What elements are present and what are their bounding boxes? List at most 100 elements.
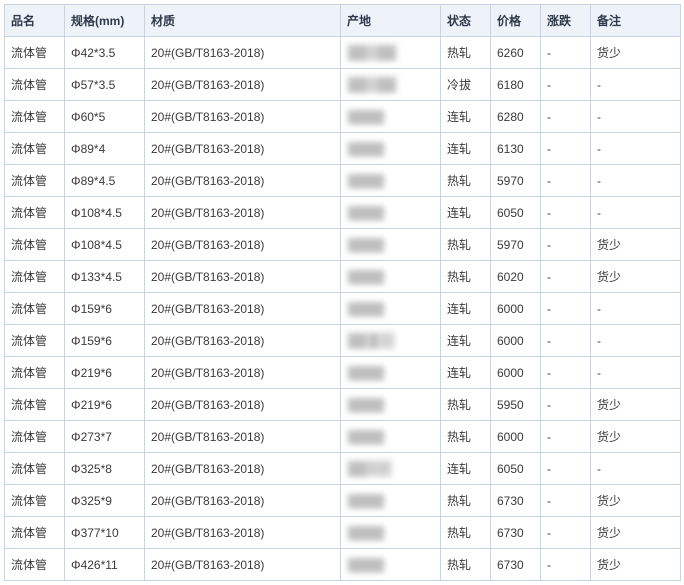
table-row: 流体管Φ219*620#(GB/T8163-2018)████连轧6000-- <box>5 357 681 389</box>
cell-name: 流体管 <box>5 549 65 581</box>
cell-price: 6050 <box>491 197 541 229</box>
cell-mat: 20#(GB/T8163-2018) <box>145 197 341 229</box>
table-row: 流体管Φ325*920#(GB/T8163-2018)████热轧6730-货少 <box>5 485 681 517</box>
cell-mat: 20#(GB/T8163-2018) <box>145 453 341 485</box>
cell-trend: - <box>541 357 591 389</box>
cell-origin: ██ █ 日 <box>341 325 441 357</box>
cell-state: 连轧 <box>441 197 491 229</box>
cell-origin: ████ <box>341 549 441 581</box>
cell-state: 连轧 <box>441 101 491 133</box>
cell-origin: ██金██ <box>341 37 441 69</box>
cell-price: 6280 <box>491 101 541 133</box>
cell-name: 流体管 <box>5 453 65 485</box>
cell-mat: 20#(GB/T8163-2018) <box>145 229 341 261</box>
cell-spec: Φ57*3.5 <box>65 69 145 101</box>
table-row: 流体管Φ219*620#(GB/T8163-2018)████热轧5950-货少 <box>5 389 681 421</box>
cell-trend: - <box>541 165 591 197</box>
cell-trend: - <box>541 549 591 581</box>
cell-price: 6000 <box>491 357 541 389</box>
cell-trend: - <box>541 229 591 261</box>
cell-trend: - <box>541 101 591 133</box>
table-row: 流体管Φ89*420#(GB/T8163-2018)████连轧6130-- <box>5 133 681 165</box>
cell-price: 6260 <box>491 37 541 69</box>
cell-note: 货少 <box>591 261 681 293</box>
cell-origin: ████ <box>341 293 441 325</box>
cell-spec: Φ325*8 <box>65 453 145 485</box>
cell-note: - <box>591 69 681 101</box>
cell-origin: ████ <box>341 101 441 133</box>
cell-spec: Φ273*7 <box>65 421 145 453</box>
table-row: 流体管Φ60*520#(GB/T8163-2018)████连轧6280-- <box>5 101 681 133</box>
cell-note: - <box>591 453 681 485</box>
cell-note: 货少 <box>591 517 681 549</box>
cell-price: 6000 <box>491 325 541 357</box>
table-row: 流体管Φ133*4.520#(GB/T8163-2018)████热轧6020-… <box>5 261 681 293</box>
cell-note: - <box>591 133 681 165</box>
cell-spec: Φ325*9 <box>65 485 145 517</box>
cell-note: 货少 <box>591 37 681 69</box>
table-row: 流体管Φ426*1120#(GB/T8163-2018)████热轧6730-货… <box>5 549 681 581</box>
cell-price: 6180 <box>491 69 541 101</box>
price-table: 品名 规格(mm) 材质 产地 状态 价格 涨跌 备注 流体管Φ42*3.520… <box>4 4 681 581</box>
cell-state: 热轧 <box>441 389 491 421</box>
cell-price: 6050 <box>491 453 541 485</box>
cell-name: 流体管 <box>5 485 65 517</box>
cell-trend: - <box>541 485 591 517</box>
cell-price: 5970 <box>491 229 541 261</box>
cell-price: 5950 <box>491 389 541 421</box>
cell-price: 5970 <box>491 165 541 197</box>
cell-state: 热轧 <box>441 517 491 549</box>
cell-state: 连轧 <box>441 453 491 485</box>
cell-spec: Φ426*11 <box>65 549 145 581</box>
cell-trend: - <box>541 293 591 325</box>
cell-note: - <box>591 165 681 197</box>
cell-state: 热轧 <box>441 37 491 69</box>
cell-mat: 20#(GB/T8163-2018) <box>145 165 341 197</box>
table-row: 流体管Φ89*4.520#(GB/T8163-2018)████热轧5970-- <box>5 165 681 197</box>
cell-trend: - <box>541 133 591 165</box>
table-row: 流体管Φ108*4.520#(GB/T8163-2018)████连轧6050-… <box>5 197 681 229</box>
cell-origin: ████ <box>341 133 441 165</box>
cell-origin: ████ <box>341 485 441 517</box>
cell-trend: - <box>541 389 591 421</box>
cell-name: 流体管 <box>5 357 65 389</box>
cell-note: - <box>591 197 681 229</box>
cell-spec: Φ42*3.5 <box>65 37 145 69</box>
cell-note: 货少 <box>591 389 681 421</box>
cell-state: 连轧 <box>441 133 491 165</box>
cell-origin: ████ <box>341 357 441 389</box>
cell-spec: Φ133*4.5 <box>65 261 145 293</box>
table-row: 流体管Φ377*1020#(GB/T8163-2018)████热轧6730-货… <box>5 517 681 549</box>
cell-price: 6730 <box>491 485 541 517</box>
col-header-price: 价格 <box>491 5 541 37</box>
col-header-trend: 涨跌 <box>541 5 591 37</box>
cell-state: 热轧 <box>441 485 491 517</box>
cell-name: 流体管 <box>5 37 65 69</box>
cell-trend: - <box>541 453 591 485</box>
cell-trend: - <box>541 197 591 229</box>
cell-price: 6020 <box>491 261 541 293</box>
col-header-origin: 产地 <box>341 5 441 37</box>
table-row: 流体管Φ57*3.520#(GB/T8163-2018)██金██冷拔6180-… <box>5 69 681 101</box>
col-header-mat: 材质 <box>145 5 341 37</box>
table-row: 流体管Φ159*620#(GB/T8163-2018)██ █ 日连轧6000-… <box>5 325 681 357</box>
cell-origin: ████ <box>341 197 441 229</box>
cell-state: 热轧 <box>441 261 491 293</box>
cell-spec: Φ60*5 <box>65 101 145 133</box>
cell-price: 6730 <box>491 517 541 549</box>
cell-note: - <box>591 101 681 133</box>
cell-mat: 20#(GB/T8163-2018) <box>145 101 341 133</box>
cell-spec: Φ108*4.5 <box>65 197 145 229</box>
col-header-spec: 规格(mm) <box>65 5 145 37</box>
cell-name: 流体管 <box>5 197 65 229</box>
table-row: 流体管Φ108*4.520#(GB/T8163-2018)████热轧5970-… <box>5 229 681 261</box>
cell-mat: 20#(GB/T8163-2018) <box>145 69 341 101</box>
cell-mat: 20#(GB/T8163-2018) <box>145 357 341 389</box>
cell-mat: 20#(GB/T8163-2018) <box>145 37 341 69</box>
cell-state: 热轧 <box>441 421 491 453</box>
cell-origin: ████ <box>341 261 441 293</box>
table-row: 流体管Φ42*3.520#(GB/T8163-2018)██金██热轧6260-… <box>5 37 681 69</box>
cell-name: 流体管 <box>5 517 65 549</box>
cell-mat: 20#(GB/T8163-2018) <box>145 421 341 453</box>
cell-name: 流体管 <box>5 229 65 261</box>
